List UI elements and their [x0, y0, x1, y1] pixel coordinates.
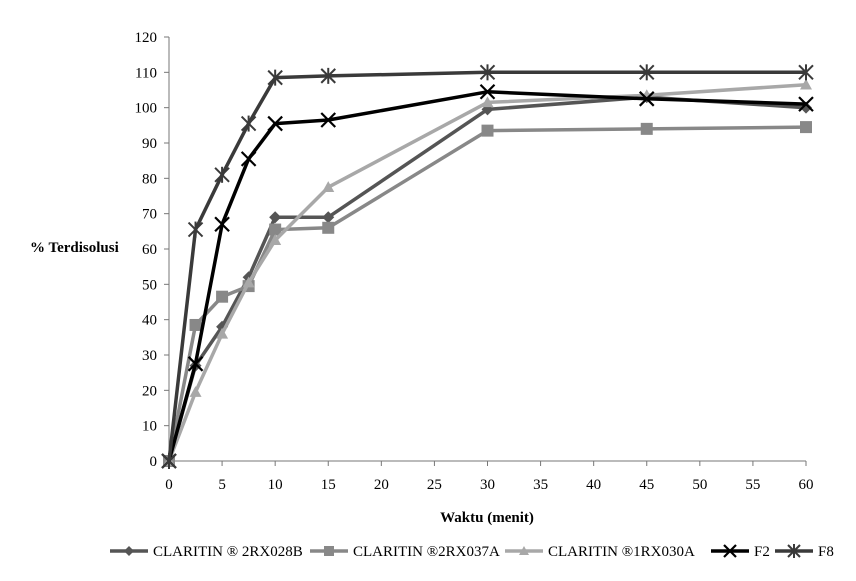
y-tick-label: 110: [135, 65, 157, 81]
legend-item: F2: [711, 544, 770, 560]
square-marker: [190, 319, 202, 331]
square-marker: [800, 121, 812, 133]
y-tick-label: 30: [142, 348, 157, 364]
x-tick-label: 55: [745, 477, 760, 493]
y-axis-ticks: 0 10 20 30 40 50 60 70 80 90 100 110 120: [135, 30, 170, 470]
square-marker: [482, 125, 494, 137]
y-tick-label: 100: [135, 101, 158, 117]
triangle-marker: [190, 386, 202, 397]
x-tick-label: 15: [321, 477, 336, 493]
y-tick-label: 60: [142, 242, 157, 258]
legend-label: F2: [754, 544, 770, 560]
y-tick-label: 70: [142, 207, 157, 223]
square-marker: [216, 291, 228, 303]
x-tick-label: 0: [165, 477, 173, 493]
series-line: [169, 127, 806, 461]
legend-label: CLARITIN ® 2RX028B: [153, 544, 303, 560]
y-tick-label: 40: [142, 313, 157, 329]
series-3: [163, 79, 812, 466]
legend-item: F8: [775, 544, 834, 560]
legend-label: CLARITIN ®2RX037A: [353, 544, 500, 560]
x-axis-ticks: 0 5 10 15 20 25 30 35 40 45 50 55 60: [165, 461, 813, 493]
legend-item: CLARITIN ®1RX030A: [505, 544, 695, 560]
x-tick-label: 10: [268, 477, 283, 493]
x-tick-label: 5: [218, 477, 226, 493]
star-marker: [189, 222, 203, 238]
legend-item: CLARITIN ®2RX037A: [310, 544, 500, 560]
x-axis-label: Waktu (menit): [440, 510, 534, 526]
y-tick-label: 50: [142, 277, 157, 293]
square-marker: [322, 222, 334, 234]
series-line: [169, 85, 806, 461]
legend-item: CLARITIN ® 2RX028B: [110, 544, 303, 560]
diamond-marker: [269, 211, 281, 223]
x-tick-label: 20: [374, 477, 389, 493]
x-tick-label: 30: [480, 477, 495, 493]
x-tick-label: 60: [799, 477, 814, 493]
y-tick-label: 0: [150, 454, 158, 470]
x-tick-label: 40: [586, 477, 601, 493]
star-marker: [215, 167, 229, 183]
y-tick-label: 120: [135, 30, 158, 46]
chart-series: [162, 64, 813, 469]
y-tick-label: 10: [142, 419, 157, 435]
chart-legend: CLARITIN ® 2RX028B CLARITIN ®2RX037A CLARI…: [110, 544, 834, 560]
series-line: [169, 97, 806, 461]
x-tick-label: 50: [692, 477, 707, 493]
x-marker: [242, 152, 256, 166]
legend-label: F8: [818, 544, 834, 560]
y-tick-label: 90: [142, 136, 157, 152]
square-marker: [641, 123, 653, 135]
series-1: [163, 91, 812, 467]
y-axis-label: % Terdisolusi: [30, 240, 119, 256]
square-marker: [324, 546, 334, 556]
y-tick-label: 20: [142, 383, 157, 399]
x-tick-label: 35: [533, 477, 548, 493]
x-tick-label: 45: [639, 477, 654, 493]
star-marker: [242, 116, 256, 132]
y-tick-label: 80: [142, 171, 157, 187]
series-2: [163, 121, 812, 467]
diamond-marker: [124, 546, 134, 556]
series-4: [162, 85, 813, 468]
x-tick-label: 25: [427, 477, 442, 493]
series-line: [169, 92, 806, 461]
legend-label: CLARITIN ®1RX030A: [548, 544, 695, 560]
